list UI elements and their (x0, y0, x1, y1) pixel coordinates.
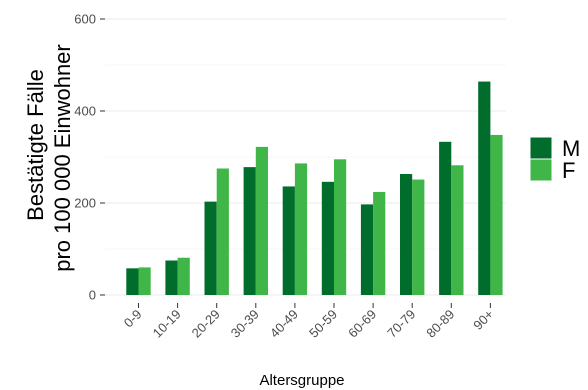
bar-m-60-69 (360, 204, 374, 295)
x-tick-label-60-69: 60-69 (345, 307, 379, 341)
y-tick-label-600: 600 (74, 12, 96, 27)
bar-f-90+ (490, 134, 503, 295)
x-axis-title: Altersgruppe (259, 372, 344, 389)
bar-f-80-89 (451, 165, 464, 295)
bar-f-30-39 (255, 146, 268, 295)
y-tick-label-0: 0 (89, 288, 96, 303)
bar-f-40-49 (294, 163, 308, 295)
x-axis: 0-9 10-19 20-29 30-39 40-49 50-59 60-69 70-79 80… (121, 303, 497, 341)
bar-m-30-39 (243, 167, 256, 295)
x-tick-label-40-49: 40-49 (267, 307, 301, 341)
bar-m-70-79 (400, 174, 413, 295)
x-tick-label-30-39: 30-39 (228, 307, 262, 341)
bar-f-0-9 (138, 267, 151, 295)
bar-m-50-59 (321, 181, 334, 295)
bar-m-40-49 (282, 186, 295, 295)
x-tick-label-50-59: 50-59 (306, 307, 340, 341)
legend-label-f: F (562, 158, 575, 183)
bars (126, 81, 503, 295)
y-axis: 0 200 400 600 (74, 12, 105, 303)
bar-f-70-79 (412, 179, 425, 295)
legend-key-m (529, 136, 553, 160)
bar-f-20-29 (216, 168, 229, 295)
x-tick-label-80-89: 80-89 (423, 307, 457, 341)
bar-f-60-69 (373, 191, 386, 295)
legend-key-f (529, 158, 553, 182)
bar-m-90+ (478, 81, 491, 295)
bar-f-50-59 (334, 159, 347, 295)
x-tick-label-90+: 90+ (470, 307, 496, 333)
bar-m-10-19 (165, 260, 178, 295)
x-tick-label-0-9: 0-9 (121, 307, 145, 331)
legend-label-m: M (562, 136, 580, 161)
y-tick-label-400: 400 (74, 104, 96, 119)
bar-m-20-29 (204, 201, 217, 295)
y-tick-label-200: 200 (74, 196, 96, 211)
x-tick-label-70-79: 70-79 (384, 307, 418, 341)
bar-m-80-89 (439, 141, 452, 295)
y-axis-title-line-1: Bestätigte Fälle (23, 69, 48, 221)
legend: MF (529, 136, 580, 183)
x-tick-label-10-19: 10-19 (150, 307, 184, 341)
x-tick-label-20-29: 20-29 (189, 307, 223, 341)
bar-m-0-9 (126, 268, 139, 295)
bar-f-10-19 (177, 257, 190, 295)
y-axis-title-line-2: pro 100 000 Einwohner (50, 44, 75, 272)
